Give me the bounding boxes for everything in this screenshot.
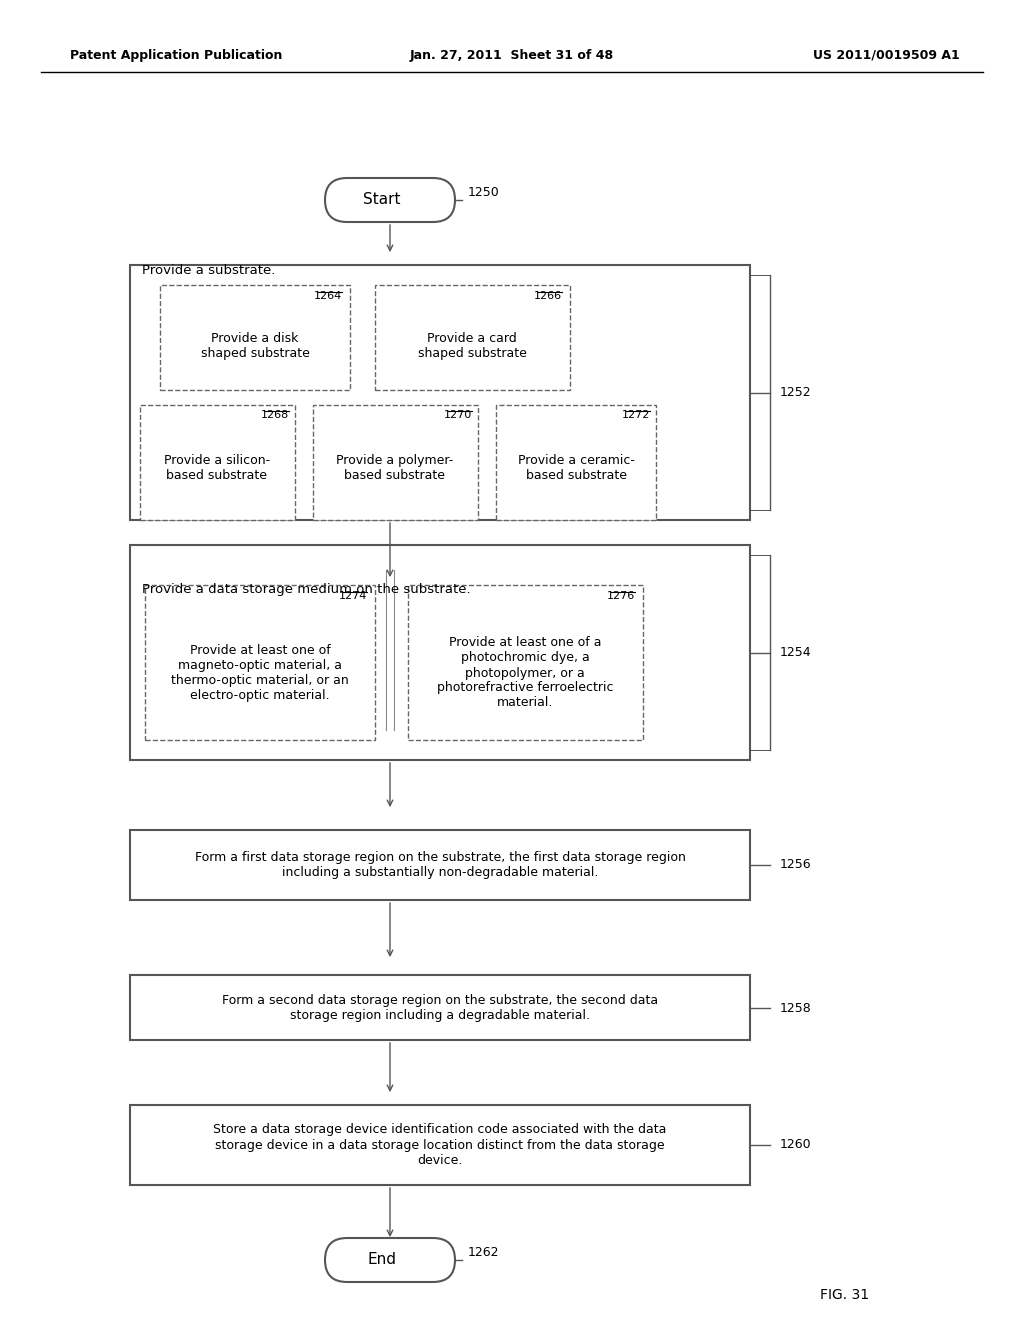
Text: 1266: 1266 xyxy=(534,290,562,301)
Text: 1264: 1264 xyxy=(313,290,342,301)
FancyBboxPatch shape xyxy=(130,265,750,520)
Text: Provide at least one of
magneto-optic material, a
thermo-optic material, or an
e: Provide at least one of magneto-optic ma… xyxy=(171,644,349,702)
Bar xyxy=(160,285,350,389)
Text: Provide a card
shaped substrate: Provide a card shaped substrate xyxy=(418,333,526,360)
Text: Start: Start xyxy=(364,193,400,207)
FancyBboxPatch shape xyxy=(130,545,750,760)
Text: 1268: 1268 xyxy=(261,411,289,420)
FancyBboxPatch shape xyxy=(130,975,750,1040)
Text: End: End xyxy=(368,1253,396,1267)
Bar xyxy=(313,405,478,520)
Bar xyxy=(375,285,570,389)
Text: 1260: 1260 xyxy=(780,1138,812,1151)
Text: 1254: 1254 xyxy=(780,647,812,660)
Text: Form a first data storage region on the substrate, the first data storage region: Form a first data storage region on the … xyxy=(195,851,685,879)
Text: Form a second data storage region on the substrate, the second data
storage regi: Form a second data storage region on the… xyxy=(222,994,658,1022)
Text: Provide a data storage medium on the substrate.: Provide a data storage medium on the sub… xyxy=(142,583,471,597)
Text: 1250: 1250 xyxy=(468,186,500,198)
Bar xyxy=(140,405,295,520)
Text: US 2011/0019509 A1: US 2011/0019509 A1 xyxy=(813,49,961,62)
Text: Provide a silicon-
based substrate: Provide a silicon- based substrate xyxy=(164,454,270,482)
Text: Patent Application Publication: Patent Application Publication xyxy=(70,49,283,62)
Text: Jan. 27, 2011  Sheet 31 of 48: Jan. 27, 2011 Sheet 31 of 48 xyxy=(410,49,614,62)
Text: 1252: 1252 xyxy=(780,387,812,400)
Text: Provide a polymer-
based substrate: Provide a polymer- based substrate xyxy=(336,454,454,482)
Bar xyxy=(496,405,656,520)
Text: 1272: 1272 xyxy=(622,411,650,420)
Text: 1274: 1274 xyxy=(339,591,367,601)
Text: Provide a disk
shaped substrate: Provide a disk shaped substrate xyxy=(201,333,309,360)
Text: 1276: 1276 xyxy=(607,591,635,601)
Text: 1258: 1258 xyxy=(780,1002,812,1015)
Text: Provide at least one of a
photochromic dye, a
photopolymer, or a
photorefractive: Provide at least one of a photochromic d… xyxy=(437,636,613,710)
FancyBboxPatch shape xyxy=(130,1105,750,1185)
Text: 1270: 1270 xyxy=(443,411,472,420)
Text: Provide a ceramic-
based substrate: Provide a ceramic- based substrate xyxy=(517,454,635,482)
Bar xyxy=(408,585,643,741)
Text: Provide a substrate.: Provide a substrate. xyxy=(142,264,275,276)
Text: 1256: 1256 xyxy=(780,858,812,871)
Text: FIG. 31: FIG. 31 xyxy=(820,1288,869,1302)
Text: Store a data storage device identification code associated with the data
storage: Store a data storage device identificati… xyxy=(213,1123,667,1167)
FancyBboxPatch shape xyxy=(325,178,455,222)
Bar xyxy=(145,585,375,741)
FancyBboxPatch shape xyxy=(130,830,750,900)
FancyBboxPatch shape xyxy=(325,1238,455,1282)
Text: 1262: 1262 xyxy=(468,1246,500,1258)
